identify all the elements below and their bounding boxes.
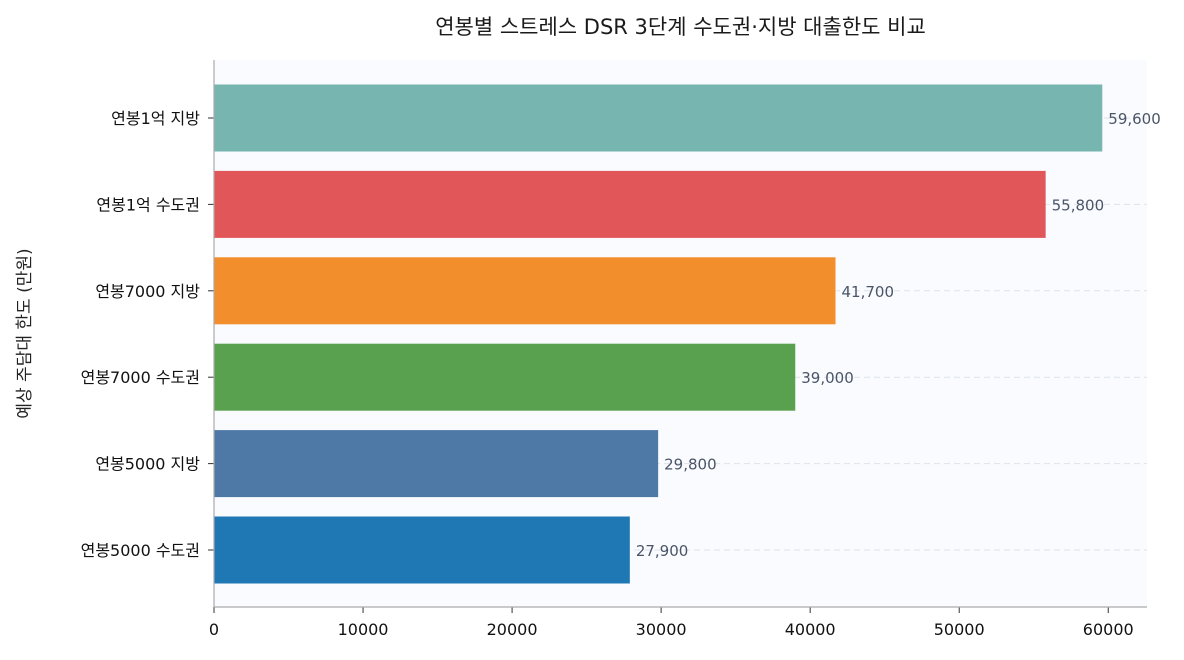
x-tick-label: 40000 (785, 620, 836, 639)
chart-title: 연봉별 스트레스 DSR 3단계 수도권·지방 대출한도 비교 (435, 15, 926, 39)
bar (214, 84, 1103, 152)
bar (214, 257, 836, 325)
category-label: 연봉7000 수도권 (81, 368, 200, 387)
category-label: 연봉1억 수도권 (96, 195, 200, 214)
x-tick-label: 0 (209, 620, 219, 639)
x-tick-label: 10000 (338, 620, 389, 639)
y-axis-label: 예상 주담대 한도 (만원) (15, 248, 35, 418)
bar (214, 430, 659, 498)
data-labels: 59,600 55,800 41,700 39,000 29,800 27,900 (636, 110, 1161, 560)
x-tick-label: 30000 (636, 620, 687, 639)
x-tick-label: 50000 (934, 620, 985, 639)
bar (214, 170, 1046, 238)
data-label: 55,800 (1052, 196, 1105, 214)
category-label: 연봉5000 지방 (95, 455, 200, 474)
x-tick-label: 60000 (1083, 620, 1134, 639)
bar (214, 516, 630, 584)
data-label: 41,700 (842, 283, 895, 301)
x-tick-label: 20000 (487, 620, 538, 639)
data-label: 59,600 (1108, 110, 1161, 128)
bars (214, 84, 1103, 584)
bar (214, 343, 796, 411)
data-label: 29,800 (664, 456, 717, 474)
data-label: 39,000 (801, 369, 854, 387)
x-axis-ticks: 0 10000 20000 30000 40000 50000 60000 (209, 607, 1134, 639)
data-label: 27,900 (636, 542, 689, 560)
category-label: 연봉1억 지방 (111, 109, 200, 128)
category-label: 연봉7000 지방 (95, 282, 200, 301)
category-label: 연봉5000 수도권 (81, 541, 200, 560)
